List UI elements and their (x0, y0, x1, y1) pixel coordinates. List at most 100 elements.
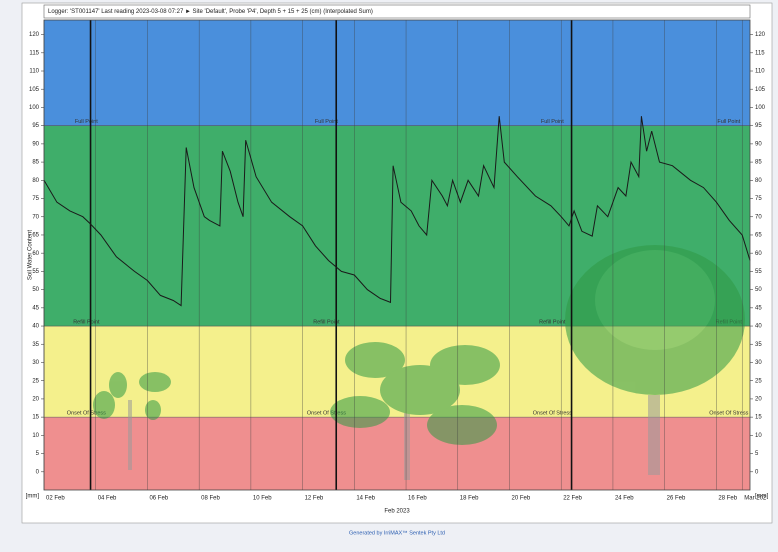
y-tick-label-right: 120 (755, 32, 766, 38)
y-tick-label-right: 55 (755, 269, 762, 275)
zone-label: Onset Of Stress (533, 411, 572, 417)
y-tick-label-right: 105 (755, 87, 766, 93)
leaf (330, 396, 390, 428)
header-box (43, 4, 751, 19)
y-tick-label: 110 (29, 69, 39, 75)
x-tick-label: 20 Feb (511, 496, 530, 502)
y-unit: [mm] (26, 494, 40, 500)
y-tick-label: 35 (32, 342, 39, 348)
y-tick-label: 100 (29, 105, 40, 111)
zone-label: Full Point (75, 119, 98, 125)
leaf (380, 365, 460, 415)
seedling (93, 372, 171, 470)
y-tick-label: 10 (32, 433, 39, 439)
zone-label: Onset Of Stress (67, 411, 106, 417)
y-tick-label: 75 (32, 196, 39, 202)
y-tick-label: 45 (32, 305, 39, 311)
y-tick-label: 115 (29, 50, 39, 56)
x-tick-label: 12 Feb (305, 496, 324, 502)
y-tick-label: 65 (32, 233, 39, 239)
zone-band (44, 20, 750, 126)
y-tick-label: 50 (32, 287, 39, 293)
y-tick-label-right: 5 (755, 451, 759, 457)
y-tick-label-right: 50 (755, 287, 762, 293)
x-tick-label: 06 Feb (149, 496, 168, 502)
leaf (345, 342, 405, 378)
y-tick-label-right: 60 (755, 251, 762, 257)
y-tick-label: 30 (32, 360, 39, 366)
y-tick-label: 55 (32, 269, 39, 275)
y-tick-label-right: 35 (755, 342, 762, 348)
y-tick-label-right: 15 (755, 415, 762, 421)
y-tick-label-right: 75 (755, 196, 762, 202)
plot (43, 116, 751, 307)
y-tick-label-right: 85 (755, 160, 762, 166)
series-line (43, 116, 751, 307)
plant-illustrations (93, 245, 745, 480)
x-tick-label: 10 Feb (253, 496, 272, 502)
x-tick-label: 26 Feb (667, 496, 686, 502)
y-tick-label: 105 (29, 87, 40, 93)
zone-label: Full Point (315, 119, 338, 125)
zone-label: Refill Point (313, 319, 340, 325)
y-tick-label: 80 (32, 178, 39, 184)
y-tick-label: 90 (32, 141, 39, 147)
zone-label: Full Point (541, 119, 564, 125)
stem (648, 395, 660, 475)
y-tick-label: 95 (32, 123, 39, 129)
y-tick-label-right: 80 (755, 178, 762, 184)
y-tick-label: 20 (32, 396, 39, 402)
y-tick-label: 40 (32, 324, 39, 330)
y-tick-label: 5 (36, 451, 40, 457)
y-tick-label-right: 65 (755, 233, 762, 239)
stem (128, 400, 132, 470)
footer: Generated by IrriMAX™ Sentek Pty Ltd (349, 530, 445, 536)
y-tick-label: 15 (32, 415, 39, 421)
x-tick-label: 16 Feb (408, 496, 427, 502)
lettuce (565, 245, 745, 475)
leaf (427, 405, 497, 445)
y-tick-label-right: 25 (755, 378, 762, 384)
x-axis-title: Feb 2023 (384, 509, 410, 515)
y-tick-label-right: 30 (755, 360, 762, 366)
y-tick-label: 85 (32, 160, 39, 166)
x-tick-label: 24 Feb (615, 496, 634, 502)
x-tick-label: 04 Feb (98, 496, 117, 502)
bands: Full Point Full Point Full Point Full Point… (44, 20, 750, 490)
leaf (109, 372, 127, 398)
y-tick-label-right: 110 (755, 69, 765, 75)
y-tick-label-right: 70 (755, 214, 762, 220)
x-tick-label: 18 Feb (460, 496, 479, 502)
young-plant (330, 342, 500, 480)
x-tick-label: 28 Feb (718, 496, 737, 502)
zone-label: Onset Of Stress (709, 411, 748, 417)
y-tick-label: 70 (32, 214, 39, 220)
y-tick-label-right: 95 (755, 123, 762, 129)
y-tick-label-right: 100 (755, 105, 766, 111)
chart-title: Logger: 'ST001147' Last reading 2023-03-… (48, 9, 373, 15)
plot-frame (43, 19, 751, 491)
y-tick-label-right: 90 (755, 141, 762, 147)
head-inner (595, 250, 715, 350)
stem (404, 410, 410, 480)
y-tick-label: 120 (29, 32, 40, 38)
x-tick-label: 14 Feb (356, 496, 375, 502)
y-tick-label-right: 20 (755, 396, 762, 402)
zone-label: Refill Point (73, 319, 100, 325)
y-tick-label-right: 115 (755, 50, 765, 56)
y-tick-label: 0 (36, 469, 40, 475)
x-tick-label: Mar 202 (744, 496, 767, 502)
leaf (145, 400, 161, 420)
zone-label: Full Point (717, 119, 740, 125)
y-axis-title: Soil Water Content (28, 230, 34, 280)
x-tick-label: 22 Feb (563, 496, 582, 502)
y-tick-label-right: 40 (755, 324, 762, 330)
leaf (139, 372, 171, 392)
zone-band (44, 417, 750, 490)
leaf (93, 391, 115, 419)
y-unit-right: [mm] (755, 494, 769, 500)
zone-label: Refill Point (539, 319, 566, 325)
x-tick-label: 02 Feb (46, 496, 65, 502)
